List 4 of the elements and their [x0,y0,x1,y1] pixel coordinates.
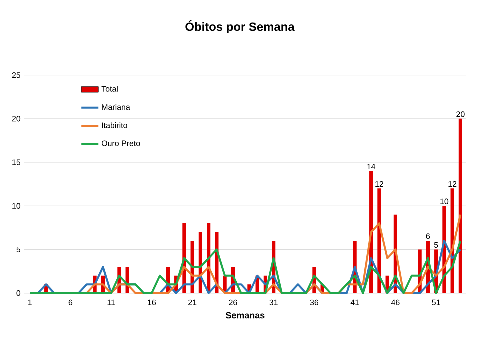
chart-title: Óbitos por Semana [186,20,295,34]
bar [378,188,382,294]
bar [458,118,462,294]
x-axis-title: Semanas [226,312,265,319]
